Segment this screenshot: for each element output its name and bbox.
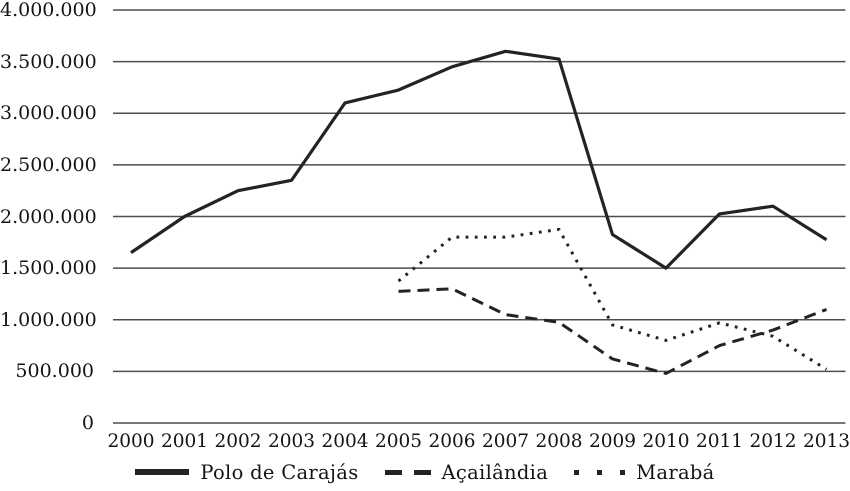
x-tick-label: 2007 — [481, 431, 530, 452]
series-line-dashed — [398, 287, 828, 375]
y-tick-label: 1.500.000 — [0, 257, 97, 280]
legend: Polo de Carajás Açailândia Marabá — [0, 457, 850, 487]
x-tick-label: 2008 — [535, 431, 583, 452]
legend-label: Marabá — [636, 460, 715, 484]
y-tick-label: 3.000.000 — [0, 102, 97, 125]
legend-item-maraba: Marabá — [574, 461, 714, 484]
legend-item-polo-de-carajas: Polo de Carajás — [135, 461, 358, 484]
dotted-line-swatch-icon — [574, 469, 626, 475]
series-line-solid — [130, 49, 828, 270]
x-tick-label: 2002 — [214, 431, 262, 452]
dashed-line-swatch-icon — [384, 469, 431, 475]
series-line-dotted — [397, 227, 828, 371]
y-tick-label: 500.000 — [15, 360, 94, 383]
y-tick-label: 0 — [81, 412, 94, 434]
x-tick-label: 2013 — [802, 431, 850, 452]
x-tick-label: 2012 — [749, 431, 797, 452]
legend-label: Polo de Carajás — [200, 460, 359, 484]
x-tick-label: 2001 — [160, 431, 209, 452]
y-tick-label: 2.500.000 — [0, 153, 97, 176]
x-tick-label: 2005 — [374, 431, 423, 452]
legend-label: Açailândia — [441, 460, 549, 484]
x-tick-label: 2009 — [588, 431, 637, 452]
x-tick-label: 2011 — [695, 431, 744, 452]
x-tick-label: 2010 — [642, 431, 690, 452]
y-tick-label: 2.000.000 — [0, 205, 97, 228]
x-tick-label: 2004 — [321, 431, 369, 452]
x-tick-label: 2003 — [267, 431, 316, 452]
y-tick-label: 4.000.000 — [0, 0, 97, 21]
legend-item-acailandia: Açailândia — [384, 460, 549, 484]
x-tick-label: 2006 — [428, 431, 476, 452]
y-tick-label: 3.500.000 — [0, 50, 97, 73]
solid-line-swatch-icon — [135, 469, 190, 475]
y-tick-label: 1.000.000 — [0, 308, 97, 331]
x-tick-label: 2000 — [107, 431, 155, 452]
